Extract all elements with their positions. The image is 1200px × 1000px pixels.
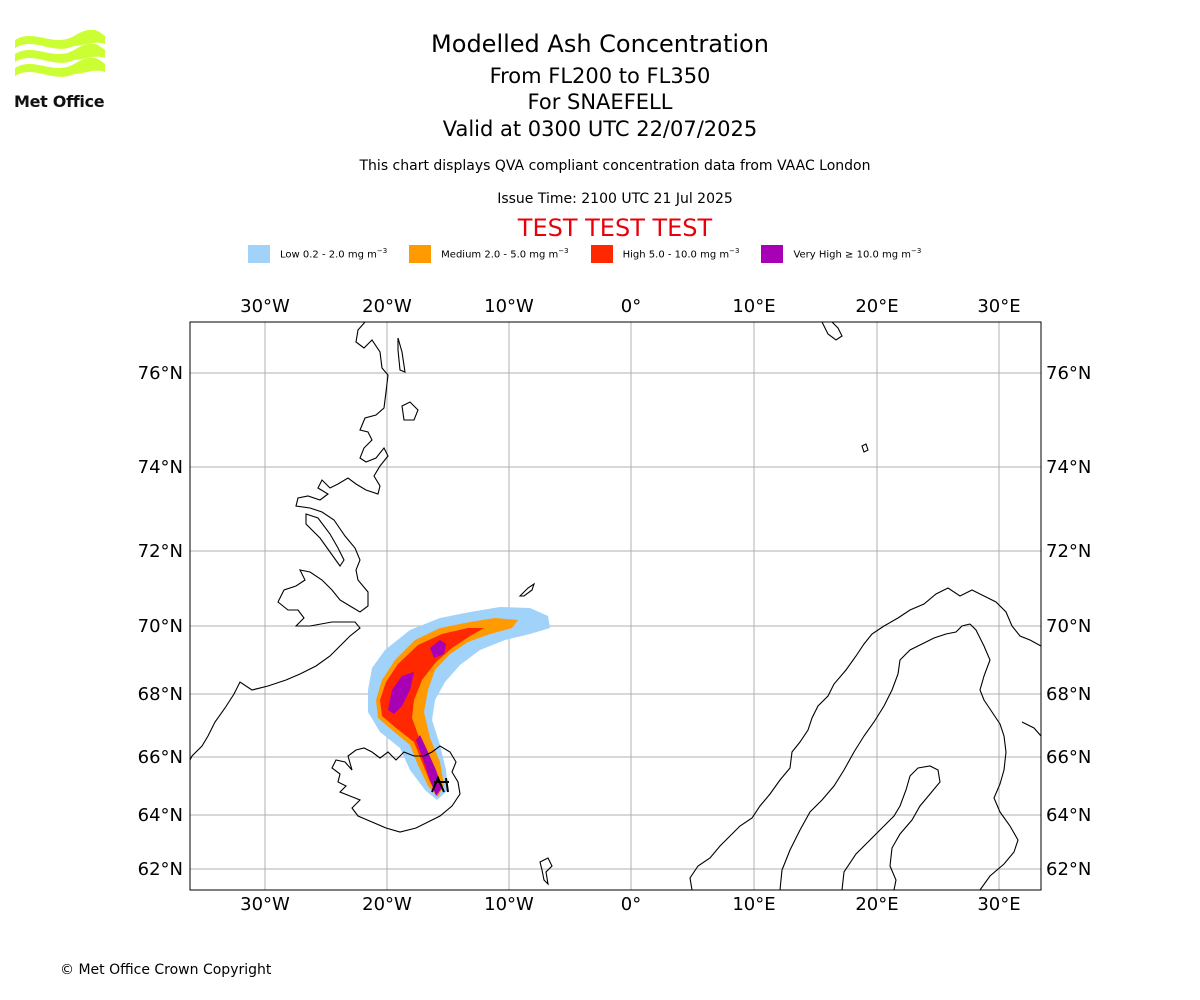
lon-tick-bottom: 0° xyxy=(621,894,641,915)
lat-tick-left: 62°N xyxy=(138,859,183,880)
lon-ticks-bottom: 30°W 20°W 10°W 0° 10°E 20°E 30°E xyxy=(240,894,1020,915)
lat-tick-right: 70°N xyxy=(1046,616,1091,637)
met-office-logo xyxy=(15,30,105,77)
ash-plume xyxy=(368,607,550,800)
legend-item-low: Low 0.2 - 2.0 mg m−3 xyxy=(248,245,387,263)
legend-label-high: High 5.0 - 10.0 mg m−3 xyxy=(622,247,740,261)
lon-tick-top: 30°W xyxy=(240,296,290,317)
lon-tick-top: 20°W xyxy=(362,296,412,317)
lon-tick-bottom: 10°W xyxy=(484,894,534,915)
lat-ticks-left: 76°N 74°N 72°N 70°N 68°N 66°N 64°N 62°N xyxy=(138,363,183,880)
legend-swatch-very-high xyxy=(761,245,784,263)
lat-tick-right: 72°N xyxy=(1046,541,1091,562)
legend-label-medium: Medium 2.0 - 5.0 mg m−3 xyxy=(441,247,569,261)
coastlines xyxy=(190,322,1041,890)
legend-label-low: Low 0.2 - 2.0 mg m−3 xyxy=(280,247,388,261)
legend-swatch-medium xyxy=(409,245,432,263)
lat-tick-left: 68°N xyxy=(138,684,183,705)
legend-item-very-high: Very High ≥ 10.0 mg m−3 xyxy=(761,245,921,263)
ash-high xyxy=(380,628,484,794)
legend-item-medium: Medium 2.0 - 5.0 mg m−3 xyxy=(409,245,569,263)
graticule xyxy=(190,322,1041,890)
lon-tick-top: 10°W xyxy=(484,296,534,317)
legend-label-very-high: Very High ≥ 10.0 mg m−3 xyxy=(793,247,922,261)
legend-item-high: High 5.0 - 10.0 mg m−3 xyxy=(590,245,740,263)
lat-tick-left: 70°N xyxy=(138,616,183,637)
legend: Low 0.2 - 2.0 mg m−3 Medium 2.0 - 5.0 mg… xyxy=(248,244,943,264)
lat-tick-right: 68°N xyxy=(1046,684,1091,705)
legend-swatch-low xyxy=(248,245,270,263)
lon-tick-bottom: 20°W xyxy=(362,894,412,915)
test-banner: TEST TEST TEST xyxy=(517,214,713,242)
flight-levels: From FL200 to FL350 xyxy=(489,64,711,88)
volcano-name: For SNAEFELL xyxy=(527,90,673,114)
lat-tick-left: 72°N xyxy=(138,541,183,562)
lon-tick-bottom: 30°W xyxy=(240,894,290,915)
lat-ticks-right: 76°N 74°N 72°N 70°N 68°N 66°N 64°N 62°N xyxy=(1046,363,1091,880)
lat-tick-left: 76°N xyxy=(138,363,183,384)
volcano-marker xyxy=(431,775,449,793)
chart-title: Modelled Ash Concentration xyxy=(431,30,769,58)
lon-tick-top: 30°E xyxy=(977,296,1020,317)
lon-tick-bottom: 10°E xyxy=(732,894,775,915)
lon-tick-top: 20°E xyxy=(855,296,898,317)
lat-tick-left: 74°N xyxy=(138,457,183,478)
issue-time: Issue Time: 2100 UTC 21 Jul 2025 xyxy=(497,191,733,207)
lon-tick-top: 10°E xyxy=(732,296,775,317)
lon-tick-bottom: 30°E xyxy=(977,894,1020,915)
lat-tick-left: 64°N xyxy=(138,805,183,826)
logo-text: Met Office xyxy=(14,92,105,111)
lat-tick-right: 62°N xyxy=(1046,859,1091,880)
map-frame xyxy=(189,321,1042,891)
copyright: © Met Office Crown Copyright xyxy=(60,962,272,978)
lon-tick-top: 0° xyxy=(621,296,641,317)
valid-time: Valid at 0300 UTC 22/07/2025 xyxy=(442,117,758,141)
lon-tick-bottom: 20°E xyxy=(855,894,898,915)
lat-tick-right: 74°N xyxy=(1046,457,1091,478)
lon-ticks-top: 30°W 20°W 10°W 0° 10°E 20°E 30°E xyxy=(240,296,1020,317)
description: This chart displays QVA compliant concen… xyxy=(359,158,871,174)
lat-tick-left: 66°N xyxy=(138,747,183,768)
lat-tick-right: 76°N xyxy=(1046,363,1091,384)
ash-very-high xyxy=(388,640,446,796)
legend-swatch-high xyxy=(590,245,613,263)
lat-tick-right: 66°N xyxy=(1046,747,1091,768)
lat-tick-right: 64°N xyxy=(1046,805,1091,826)
